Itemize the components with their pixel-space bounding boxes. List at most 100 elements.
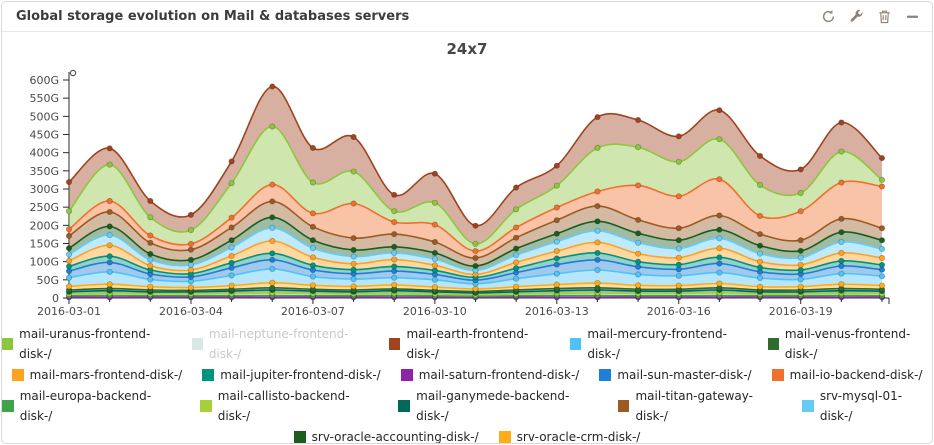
data-point-crm bbox=[472, 285, 479, 292]
legend-swatch-mysql bbox=[802, 400, 814, 412]
data-point-mercury bbox=[634, 271, 642, 278]
chart-legend: mail-uranus-frontend-disk-/ mail-neptune-… bbox=[2, 324, 932, 443]
data-point-titan bbox=[878, 225, 886, 232]
data-point-jupiter bbox=[878, 261, 886, 268]
data-point-mercury bbox=[878, 273, 886, 280]
legend-item-venus[interactable]: mail-venus-frontend-disk-/ bbox=[767, 324, 932, 364]
data-point-jupiter bbox=[797, 266, 804, 274]
legend-item-earth[interactable]: mail-earth-frontend-disk-/ bbox=[389, 324, 550, 364]
y-axis-label: 250G bbox=[29, 201, 59, 214]
data-point-io bbox=[350, 200, 357, 207]
data-point-jupiter bbox=[228, 259, 235, 266]
legend-item-mysql[interactable]: srv-mysql-01-disk-/ bbox=[802, 386, 932, 426]
legend-item-sun[interactable]: mail-sun-master-disk-/ bbox=[599, 365, 752, 385]
data-point-mercury bbox=[431, 276, 438, 283]
data-point-mars bbox=[431, 262, 438, 269]
data-point-io bbox=[756, 212, 764, 219]
wrench-icon[interactable] bbox=[849, 9, 864, 24]
data-point-io bbox=[472, 248, 479, 255]
data-point-accounting bbox=[391, 243, 398, 250]
data-point-earth bbox=[391, 191, 398, 198]
legend-label: mail-neptune-frontend-disk-/ bbox=[208, 327, 349, 361]
data-point-io bbox=[634, 182, 642, 189]
data-point-uranus bbox=[228, 180, 235, 187]
data-point-titan bbox=[431, 238, 438, 246]
legend-item-saturn[interactable]: mail-saturn-frontend-disk-/ bbox=[400, 365, 579, 385]
data-point-mars bbox=[878, 254, 886, 262]
data-point-mars bbox=[675, 254, 682, 261]
data-point-crm bbox=[512, 283, 520, 290]
chart-title: 24x7 bbox=[446, 40, 488, 58]
legend-item-titan[interactable]: mail-titan-gateway-disk-/ bbox=[617, 386, 782, 426]
trash-icon[interactable] bbox=[877, 9, 892, 24]
data-point-jupiter bbox=[431, 267, 438, 274]
data-point-titan bbox=[716, 212, 723, 219]
data-point-mysql bbox=[350, 253, 357, 260]
legend-row: mail-europa-backend-disk-/ mail-callisto-… bbox=[2, 386, 932, 426]
data-point-sun bbox=[269, 256, 276, 263]
data-point-accounting bbox=[269, 214, 276, 221]
data-point-mercury bbox=[594, 266, 601, 274]
legend-item-callisto[interactable]: mail-callisto-backend-disk-/ bbox=[199, 386, 378, 426]
data-point-mars bbox=[716, 245, 723, 252]
area-band-uranus bbox=[69, 126, 882, 252]
legend-label: mail-sun-master-disk-/ bbox=[617, 368, 752, 382]
data-point-mars bbox=[65, 257, 73, 264]
data-point-crm bbox=[838, 281, 845, 288]
legend-item-crm[interactable]: srv-oracle-crm-disk-/ bbox=[498, 427, 640, 443]
data-point-mars bbox=[838, 249, 845, 256]
data-point-titan bbox=[147, 239, 154, 246]
data-point-accounting bbox=[878, 237, 886, 244]
data-point-mysql bbox=[147, 256, 154, 263]
legend-label: mail-io-backend-disk-/ bbox=[789, 368, 923, 382]
data-point-mercury bbox=[716, 269, 723, 276]
data-point-mercury bbox=[309, 273, 316, 280]
data-point-crm bbox=[228, 282, 235, 289]
data-point-accounting bbox=[472, 262, 479, 270]
y-axis-label: 100G bbox=[29, 256, 59, 269]
data-point-mars bbox=[553, 248, 560, 255]
legend-item-uranus[interactable]: mail-uranus-frontend-disk-/ bbox=[2, 324, 172, 364]
data-point-uranus bbox=[187, 227, 194, 234]
data-point-titan bbox=[756, 231, 764, 238]
y-axis-label: 350G bbox=[29, 165, 59, 178]
legend-swatch-neptune bbox=[191, 338, 203, 350]
data-point-mars bbox=[269, 237, 276, 245]
legend-swatch-ganymede bbox=[398, 400, 411, 412]
data-point-crm bbox=[594, 280, 601, 287]
data-point-io bbox=[309, 210, 316, 217]
legend-item-accounting[interactable]: srv-oracle-accounting-disk-/ bbox=[293, 427, 479, 443]
data-point-io bbox=[512, 224, 520, 231]
collapse-icon[interactable] bbox=[905, 9, 920, 24]
data-point-mercury bbox=[147, 276, 154, 283]
data-point-mysql bbox=[797, 254, 804, 261]
data-point-io bbox=[228, 214, 235, 221]
legend-row: srv-oracle-accounting-disk-/ srv-oracle-c… bbox=[2, 427, 932, 443]
y-axis-label: 600G bbox=[29, 74, 59, 87]
data-point-mars bbox=[350, 260, 357, 267]
data-point-io bbox=[147, 232, 154, 239]
data-point-mercury bbox=[512, 275, 520, 282]
legend-item-neptune[interactable]: mail-neptune-frontend-disk-/ bbox=[191, 324, 370, 364]
data-point-uranus bbox=[147, 214, 154, 221]
data-point-accounting bbox=[594, 218, 601, 225]
legend-item-ganymede[interactable]: mail-ganymede-backend-disk-/ bbox=[398, 386, 597, 426]
data-point-sun bbox=[634, 263, 642, 270]
legend-item-europa[interactable]: mail-europa-backend-disk-/ bbox=[2, 386, 180, 426]
legend-item-jupiter[interactable]: mail-jupiter-frontend-disk-/ bbox=[202, 365, 381, 385]
legend-item-mercury[interactable]: mail-mercury-frontend-disk-/ bbox=[570, 324, 748, 364]
data-point-jupiter bbox=[675, 261, 682, 268]
data-point-titan bbox=[65, 232, 73, 239]
legend-swatch-titan bbox=[617, 400, 630, 412]
data-point-crm bbox=[309, 282, 316, 289]
refresh-icon[interactable] bbox=[821, 9, 836, 24]
legend-item-mars[interactable]: mail-mars-frontend-disk-/ bbox=[11, 365, 182, 385]
data-point-mars bbox=[512, 259, 520, 266]
legend-label: mail-callisto-backend-disk-/ bbox=[217, 389, 350, 423]
data-point-titan bbox=[838, 215, 845, 222]
legend-item-io[interactable]: mail-io-backend-disk-/ bbox=[771, 365, 923, 385]
stacked-area-chart[interactable]: 0 50G 100G 150G 200G 250G 300G 350G 400G 450G 500G… bbox=[2, 60, 932, 316]
data-point-jupiter bbox=[350, 266, 357, 273]
y-axis-label: 400G bbox=[29, 147, 59, 160]
data-point-crm bbox=[269, 279, 276, 286]
